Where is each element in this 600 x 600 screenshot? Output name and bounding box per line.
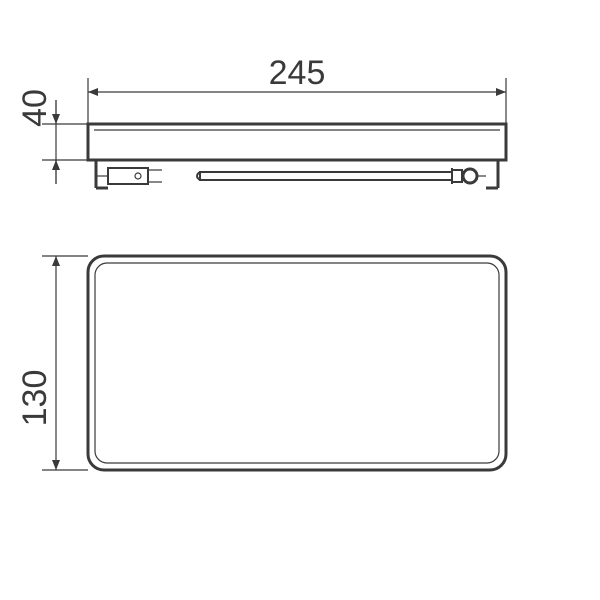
side-view <box>88 124 506 188</box>
dimension-thickness-label: 40 <box>16 89 54 127</box>
front-view <box>88 256 506 470</box>
dimension-width-label: 245 <box>269 54 326 92</box>
dimension-depth <box>42 256 88 470</box>
engineering-drawing: 245 40 130 <box>0 0 600 600</box>
dimension-depth-label: 130 <box>16 370 54 427</box>
left-connector <box>96 168 162 184</box>
arm-bar <box>197 168 486 184</box>
